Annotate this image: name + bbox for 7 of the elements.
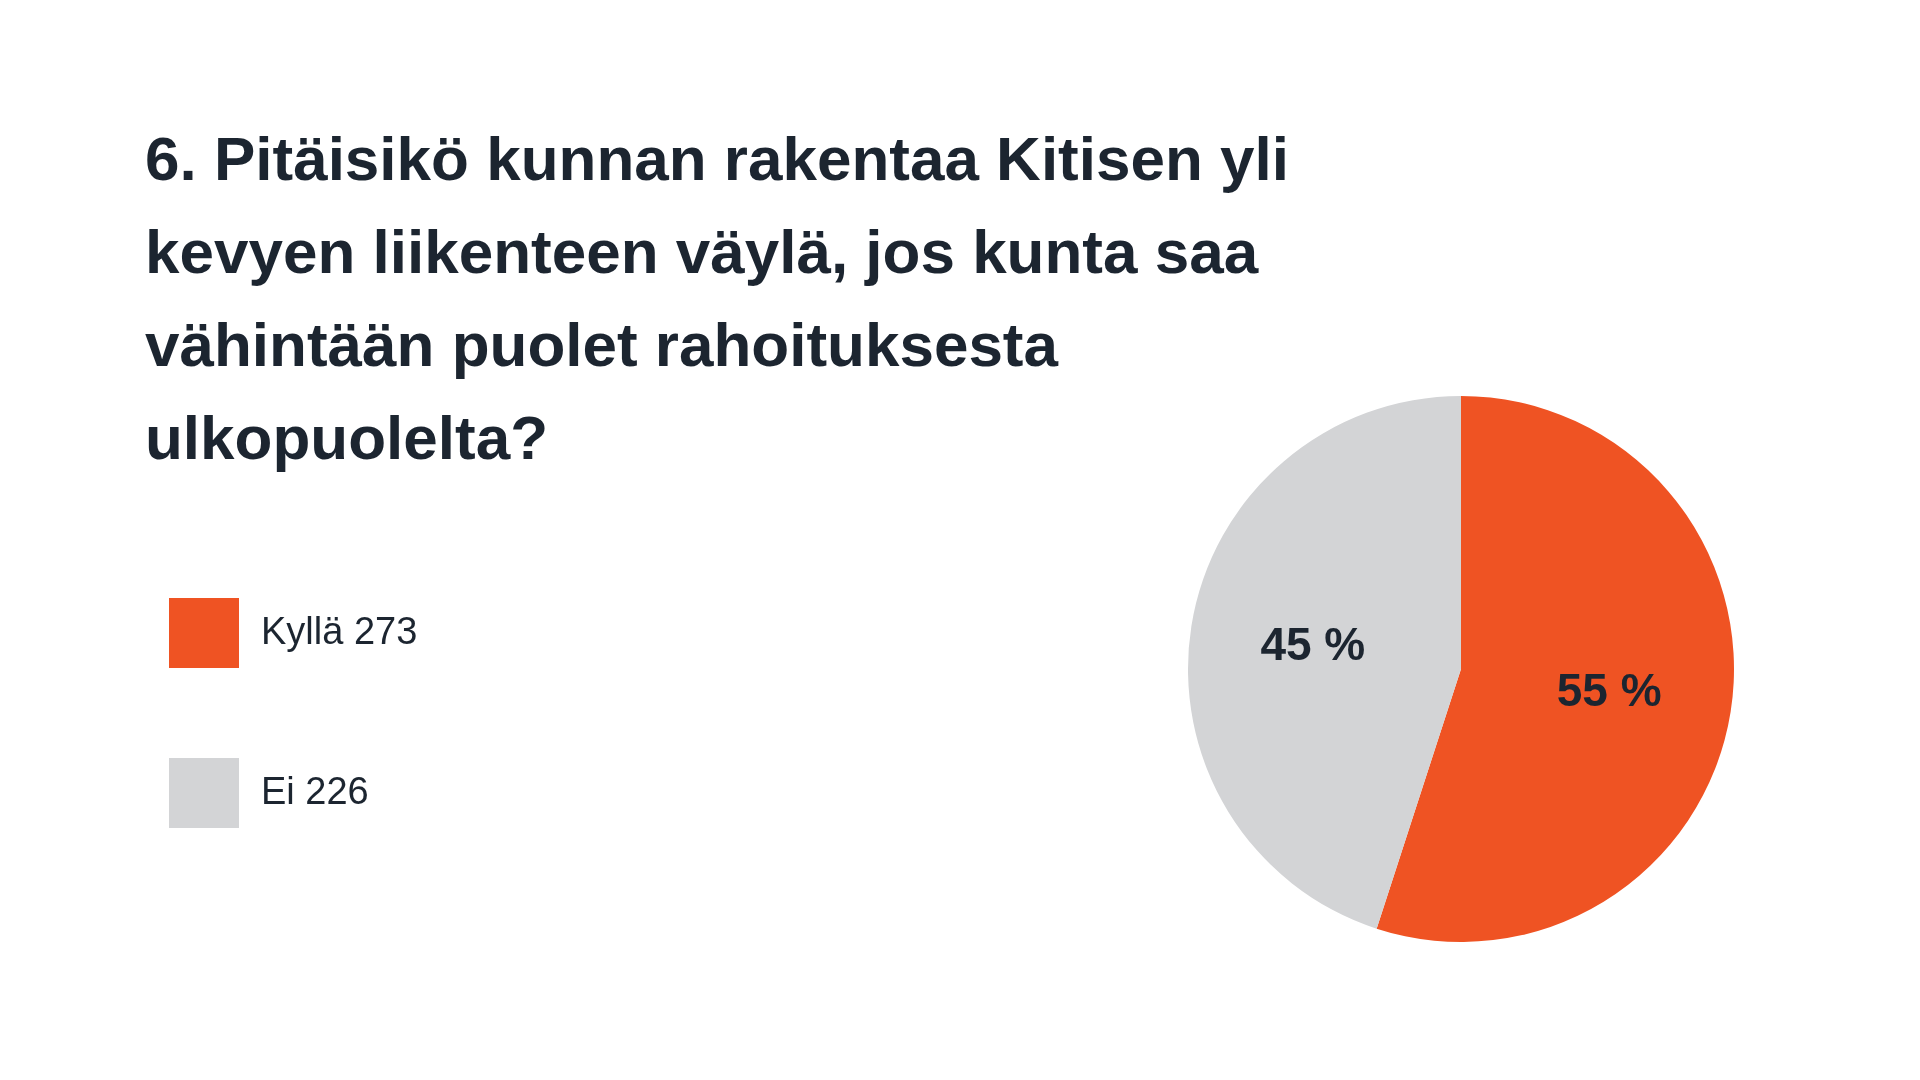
data-label: 45 % — [1260, 617, 1366, 670]
legend-label: Kyllä 273 — [261, 610, 418, 652]
chart-title: 6. Pitäisikö kunnan rakentaa Kitisen yli kevyen liikenteen väylä, jos kunta saa vähintään puolet rahoituksesta ulkopuolelta? — [145, 124, 1289, 472]
pie-slice — [1188, 396, 1461, 929]
legend-label: Ei 226 — [261, 770, 369, 812]
pie-slice — [1376, 396, 1734, 942]
data-label: 55 % — [1556, 664, 1662, 717]
